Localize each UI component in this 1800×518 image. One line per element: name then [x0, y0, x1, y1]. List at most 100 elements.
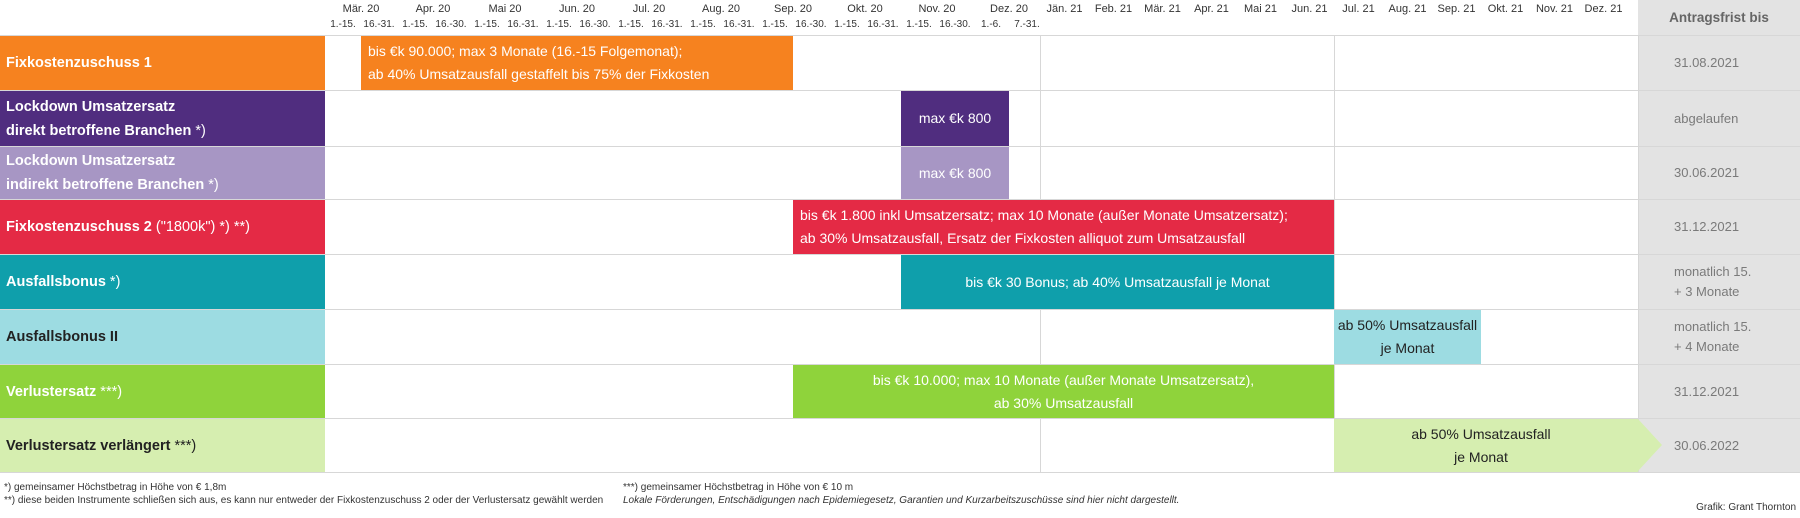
deadline-value: abgelaufen [1674, 91, 1738, 146]
half-month-label: 1.-15. [402, 19, 428, 30]
half-month-label: 16.-31. [363, 19, 395, 30]
deadline-value: 30.06.2021 [1674, 147, 1739, 199]
bar-text-line: ab 40% Umsatzausfall gestaffelt bis 75% … [368, 66, 710, 82]
row-divider [0, 364, 1800, 365]
half-month-label: 1.-6. [980, 19, 1001, 30]
half-month-label: 16.-31. [651, 19, 683, 30]
half-month-label: 16.-30. [795, 19, 827, 30]
half-month-label: 16.-31. [723, 19, 755, 30]
month-label: Dez. 21 [1584, 3, 1623, 15]
row-label-line: Ausfallsbonus II [6, 329, 118, 345]
row-divider [0, 472, 1800, 473]
bar-text-line: ab 50% Umsatzausfall [1411, 425, 1551, 442]
month-label: Dez. 20 [990, 3, 1028, 15]
deadline-line: 30.06.2021 [1674, 165, 1740, 180]
timeline-bar: ab 50% Umsatzausfall je Monat [1334, 310, 1481, 364]
month-label: Jun. 21 [1291, 3, 1328, 15]
bar-text-line: ab 30% Umsatzausfall, Ersatz der Fixkost… [800, 230, 1246, 246]
half-month-label: 16.-31. [867, 19, 899, 30]
row-label-line: Verlustersatz ***) [6, 383, 123, 400]
month-label: Jul. 21 [1342, 3, 1375, 15]
month-label: Okt. 20 [847, 3, 883, 15]
half-month-label: 1.-15. [546, 19, 572, 30]
row-label: Lockdown Umsatzersatz indirekt betroffene… [0, 147, 325, 199]
row-label: Ausfallsbonus II [0, 310, 325, 364]
month-label: Mär. 20 [342, 3, 380, 15]
row-divider [0, 35, 1800, 36]
deadline-line: 30.06.2022 [1674, 437, 1740, 453]
deadline-line: + 4 Monate [1674, 339, 1740, 354]
bar-text-line: ab 30% Umsatzausfall [993, 394, 1134, 411]
bar-text-line: ab 50% Umsatzausfall [1337, 317, 1478, 333]
deadline-value: 31.12.2021 [1674, 200, 1739, 254]
month-label: Okt. 21 [1487, 3, 1524, 15]
half-month-label: 1.-15. [474, 19, 500, 30]
row-label: Lockdown Umsatzersatz direkt betroffene B… [0, 91, 325, 146]
timeline-bar: max €k 800 [901, 91, 1009, 146]
deadline-line: abgelaufen [1674, 110, 1739, 126]
deadline-header: Antragsfrist bis [1669, 10, 1769, 25]
half-month-label: 1.-15. [834, 19, 860, 30]
row-label-line: Verlustersatz verlängert ***) [6, 437, 197, 454]
row-label-suffix: *) [204, 177, 219, 193]
bar-text-line: bis €k 90.000; max 3 Monate (16.-15 Folg… [368, 43, 683, 59]
bar-text-line: je Monat [1380, 340, 1435, 356]
period-divider [1334, 35, 1335, 472]
bar-text-line: je Monat [1454, 448, 1508, 465]
bar-text-line: bis €k 1.800 inkl Umsatzersatz; max 10 M… [800, 207, 1288, 223]
row-label-suffix: *) [105, 274, 121, 290]
row-label-suffix: ***) [170, 437, 197, 454]
half-month-label: 16.-30. [435, 19, 467, 30]
month-label: Apr. 21 [1194, 3, 1229, 15]
row-divider [0, 418, 1800, 419]
half-month-label: 16.-30. [939, 19, 971, 30]
row-label-line: direkt betroffene Branchen *) [6, 122, 206, 139]
deadline-value: 31.12.2021 [1674, 365, 1739, 418]
bar-arrow-extension [1628, 419, 1638, 472]
month-label: Nov. 20 [918, 3, 956, 15]
half-month-label: 1.-15. [906, 19, 932, 30]
month-label: Sep. 20 [774, 3, 812, 15]
graphic-credit: Grafik: Grant Thornton [1696, 502, 1796, 513]
month-label: Mai 20 [488, 3, 522, 15]
month-label: Apr. 20 [415, 3, 451, 15]
row-label: Fixkostenzuschuss 1 [0, 36, 325, 90]
bar-arrow-tip [1638, 419, 1662, 471]
footnote-4: Lokale Förderungen, Entschädigungen nach… [623, 495, 1180, 506]
row-label-line: Lockdown Umsatzersatz [6, 153, 176, 169]
row-divider [0, 90, 1800, 91]
timeline-bar: bis €k 1.800 inkl Umsatzersatz; max 10 M… [793, 200, 1334, 254]
month-label: Jun. 20 [558, 3, 596, 15]
half-month-label: 1.-15. [762, 19, 788, 30]
row-divider [0, 146, 1800, 147]
month-label: Mär. 21 [1144, 3, 1181, 15]
footnote-3: ***) gemeinsamer Höchstbetrag in Höhe vo… [623, 482, 854, 493]
half-month-label: 1.-15. [690, 19, 716, 30]
row-label-suffix: ***) [96, 383, 123, 400]
month-label: Feb. 21 [1094, 3, 1133, 15]
row-label-line: Lockdown Umsatzersatz [6, 98, 176, 115]
row-divider [0, 309, 1800, 310]
row-divider [0, 254, 1800, 255]
deadline-line: monatlich 15. [1674, 264, 1752, 279]
bar-text-line: max €k 800 [918, 164, 992, 181]
month-label: Nov. 21 [1535, 3, 1574, 15]
half-month-label: 1.-15. [618, 19, 644, 30]
deadline-value: 31.08.2021 [1674, 36, 1739, 90]
deadline-line: 31.12.2021 [1674, 383, 1740, 399]
footnote-1: *) gemeinsamer Höchstbetrag in Höhe von … [4, 482, 227, 493]
deadline-value: monatlich 15. + 4 Monate [1674, 310, 1751, 364]
bar-text-line: max €k 800 [918, 110, 992, 126]
month-label: Sep. 21 [1437, 3, 1476, 15]
row-label-line: Fixkostenzuschuss 2 ("1800k") *) **) [6, 219, 250, 235]
timeline-bar: bis €k 90.000; max 3 Monate (16.-15 Folg… [361, 36, 793, 90]
half-month-label: 7.-31. [1014, 19, 1040, 30]
row-label: Verlustersatz ***) [0, 365, 325, 418]
deadline-line: monatlich 15. [1674, 319, 1752, 334]
bar-text-line: bis €k 30 Bonus; ab 40% Umsatzausfall je… [965, 273, 1270, 290]
bar-text-line: bis €k 10.000; max 10 Monate (außer Mona… [872, 371, 1255, 388]
row-label-line: Ausfallsbonus *) [6, 274, 121, 290]
row-label-line: Fixkostenzuschuss 1 [6, 55, 152, 71]
row-label-line: indirekt betroffene Branchen *) [6, 177, 219, 193]
month-label: Aug. 20 [702, 3, 740, 15]
